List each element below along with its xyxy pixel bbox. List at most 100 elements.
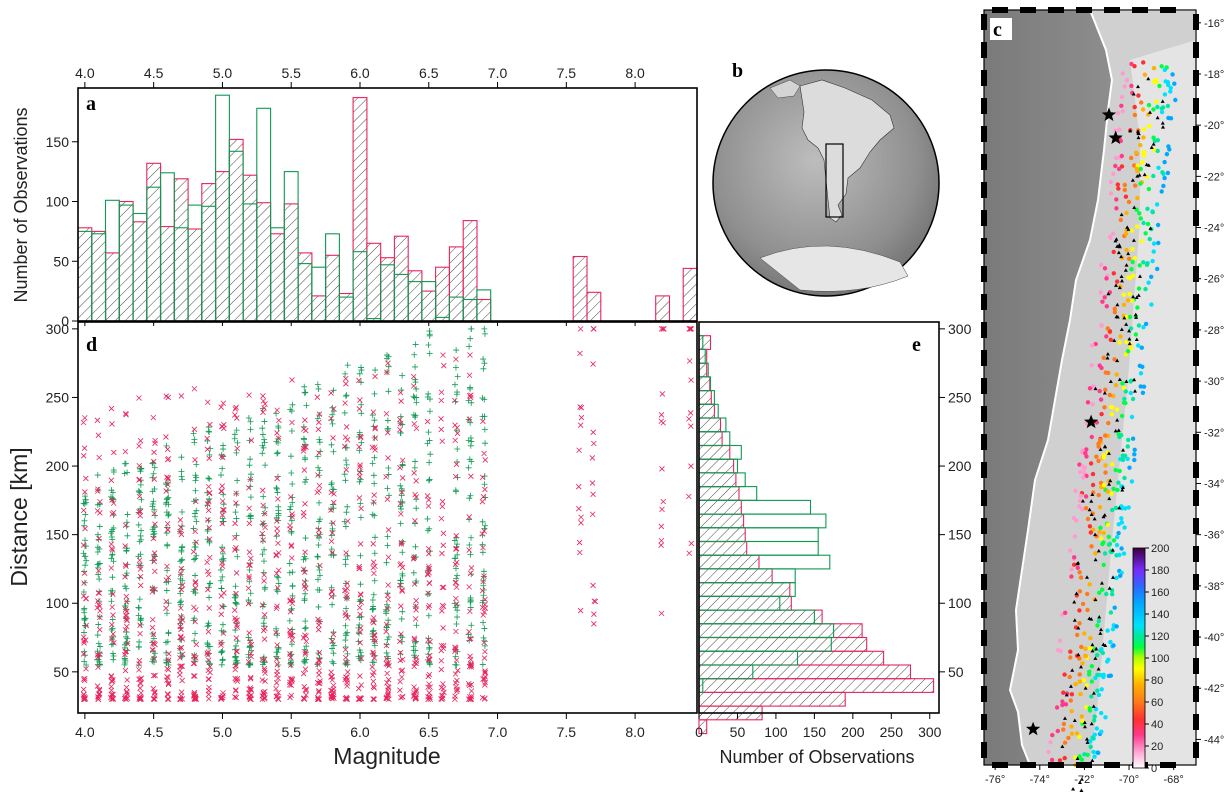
event-dot — [1103, 470, 1108, 475]
point-green — [356, 647, 363, 654]
point-green — [232, 642, 239, 649]
d-xtick-label-5.5: 5.5 — [281, 724, 301, 740]
panel-a-ylabel: Number of Observations — [11, 107, 31, 302]
point-pink — [658, 326, 665, 332]
event-dot — [1166, 82, 1171, 88]
point-pink — [685, 493, 692, 500]
station-marker — [1089, 721, 1094, 726]
point-green — [96, 545, 103, 552]
event-dot — [1087, 582, 1092, 587]
point-pink — [440, 584, 447, 591]
d-xtick-label-7.5: 7.5 — [557, 724, 577, 740]
frame-tick — [981, 98, 987, 114]
point-green — [371, 512, 378, 519]
point-green — [246, 462, 253, 469]
point-pink — [233, 500, 239, 506]
point-green — [384, 485, 391, 492]
bar-pink-4 — [77, 227, 93, 322]
point-pink — [233, 415, 240, 421]
point-green — [452, 555, 459, 562]
point-green — [399, 461, 406, 468]
point-pink — [219, 498, 226, 504]
point-pink — [164, 526, 171, 533]
point-pink — [177, 696, 184, 703]
frame-tick — [1076, 7, 1092, 13]
point-pink — [686, 358, 693, 364]
point-pink — [424, 493, 431, 499]
point-pink — [165, 681, 172, 688]
point-green — [163, 610, 170, 617]
point-green — [398, 505, 405, 512]
e-ytick-label-50: 50 — [948, 664, 964, 680]
point-pink — [95, 696, 102, 703]
point-pink — [482, 695, 488, 702]
station-marker — [1115, 302, 1120, 307]
station-marker — [1124, 263, 1129, 267]
point-green — [94, 632, 101, 639]
point-pink — [218, 639, 224, 646]
point-pink — [150, 685, 157, 692]
point-pink — [328, 390, 334, 396]
point-pink — [383, 628, 389, 635]
point-green — [330, 660, 337, 667]
point-pink — [96, 535, 102, 542]
frame-tick — [981, 630, 987, 646]
point-pink — [453, 579, 459, 586]
event-dot — [1081, 475, 1086, 480]
point-green — [412, 458, 419, 465]
event-dot — [1172, 81, 1177, 86]
point-green — [426, 408, 433, 415]
point-green — [329, 645, 336, 652]
point-pink — [358, 682, 365, 688]
point-pink — [219, 560, 225, 566]
point-pink — [371, 655, 378, 661]
point-green — [301, 595, 308, 602]
point-green — [95, 598, 102, 605]
point-green — [454, 614, 461, 621]
point-green — [481, 360, 488, 367]
point-pink — [192, 693, 199, 700]
point-pink — [658, 412, 665, 418]
point-green — [426, 332, 433, 339]
event-dot — [1118, 138, 1124, 144]
point-green — [259, 450, 266, 457]
station-marker — [1126, 251, 1131, 256]
point-pink — [589, 480, 596, 486]
point-pink — [150, 672, 157, 679]
point-green — [275, 425, 282, 432]
point-pink — [481, 528, 487, 534]
point-pink — [192, 696, 198, 702]
point-pink — [80, 419, 87, 426]
point-green — [177, 558, 184, 565]
point-green — [288, 657, 295, 664]
hbar-pink-130 — [698, 554, 760, 570]
event-dot — [1083, 646, 1088, 651]
point-green — [124, 469, 131, 476]
event-dot — [1170, 72, 1175, 77]
point-pink — [152, 437, 158, 444]
station-marker — [1125, 225, 1130, 229]
d-xtick-label-7.0: 7.0 — [488, 724, 508, 740]
point-green — [122, 657, 129, 664]
cb-tick-label-140: 140 — [1151, 609, 1169, 621]
c-lat-label--18: -18° — [1204, 69, 1224, 81]
point-pink — [411, 581, 418, 587]
hbar-pink-80 — [698, 623, 863, 639]
point-pink — [688, 463, 694, 469]
point-pink — [190, 673, 197, 679]
event-dot — [1113, 467, 1118, 473]
point-pink — [399, 475, 406, 481]
point-green — [245, 414, 252, 421]
event-dot — [1103, 463, 1108, 468]
point-pink — [150, 640, 156, 646]
event-dot — [1124, 78, 1130, 83]
point-green — [108, 598, 115, 605]
point-pink — [206, 605, 213, 611]
station-marker — [1099, 627, 1104, 632]
point-green — [289, 583, 296, 590]
point-pink — [136, 696, 142, 702]
point-green — [81, 616, 88, 623]
point-green — [301, 389, 308, 396]
point-pink — [316, 688, 322, 694]
point-pink — [177, 695, 184, 702]
